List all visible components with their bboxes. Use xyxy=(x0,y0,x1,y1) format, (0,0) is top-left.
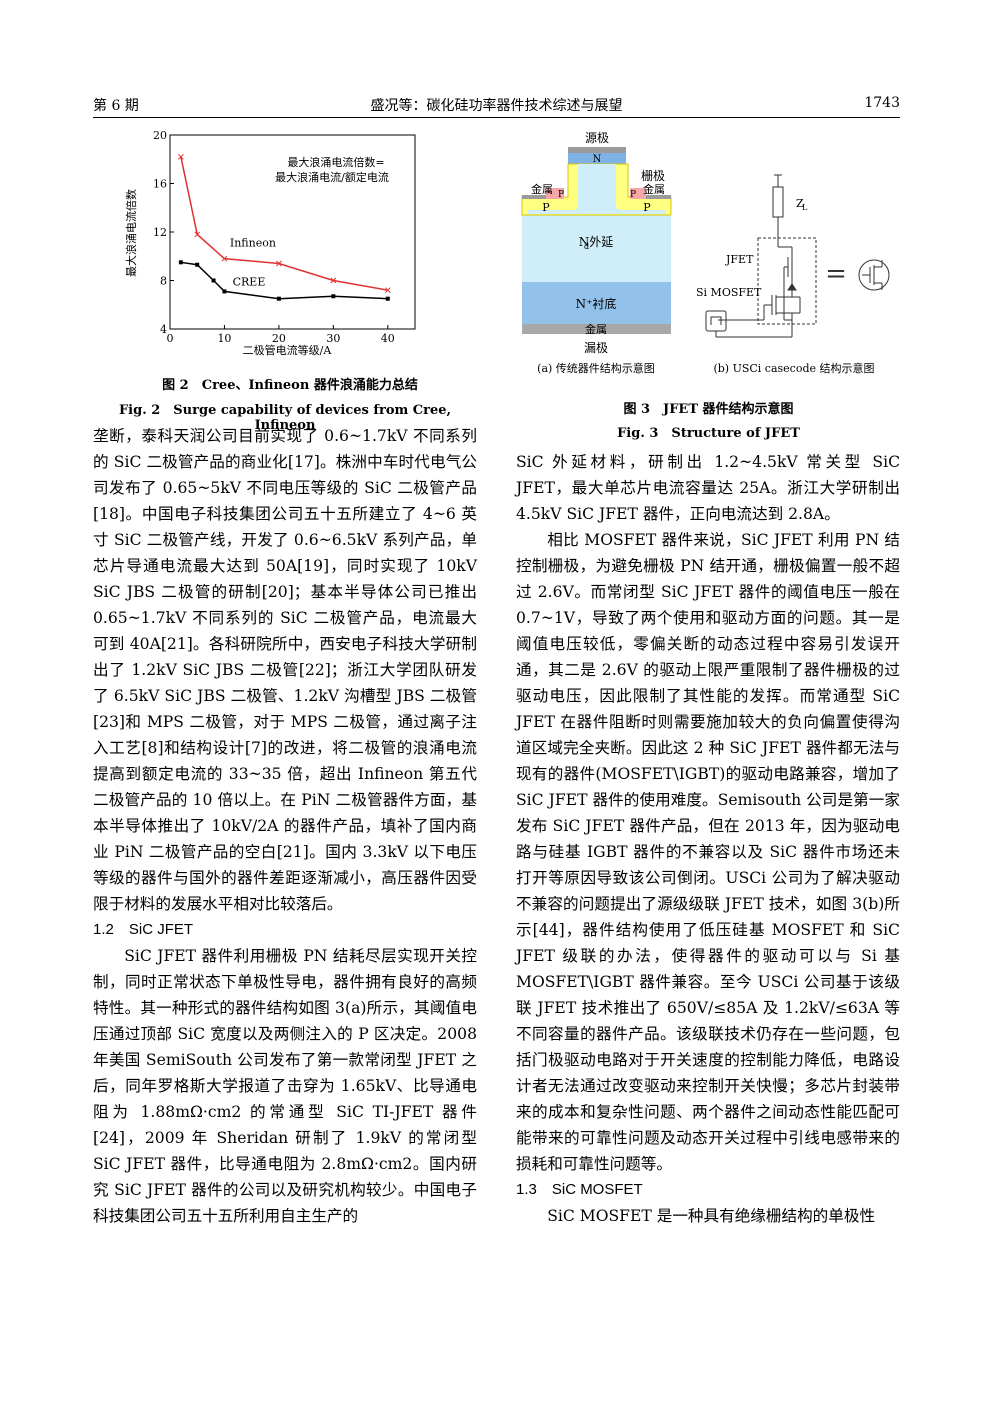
data-point xyxy=(194,231,201,238)
series-label-cree: CREE xyxy=(233,275,266,288)
series-label-infineon: Infineon xyxy=(230,237,276,250)
figure-3-caption-en: Fig. 3 Structure of JFET xyxy=(617,426,800,441)
epi-mesa xyxy=(528,164,666,214)
figure-2-chart: 最大浪涌电流倍数= 最大浪涌电流/额定电流 最大浪涌电流倍数 二极管电流等级/A… xyxy=(124,129,416,357)
data-point xyxy=(331,294,336,299)
chart-annotation-2: 最大浪涌电流/额定电流 xyxy=(275,170,389,184)
data-point xyxy=(221,255,228,262)
p-right-label: P xyxy=(643,201,651,214)
substrate-layer xyxy=(522,282,671,324)
gate-metal-left xyxy=(522,195,564,199)
data-point xyxy=(330,277,337,284)
p-small-left-label: P xyxy=(558,190,564,200)
jfet-cross-section: 源极 N 金属 金属 P P P P 栅极 N外延 d N⁺衬底 金属 漏极 (… xyxy=(521,131,672,375)
data-point xyxy=(276,296,281,301)
right-column: SiC 外延材料，研制出 1.2~4.5kV 常关型 SiC JFET，最大单芯… xyxy=(516,449,900,1229)
y-tick-label: 8 xyxy=(160,275,167,288)
figure-3-diagram: 源极 N 金属 金属 P P P P 栅极 N外延 d N⁺衬底 金属 漏极 (… xyxy=(521,131,890,375)
source-metal xyxy=(568,147,626,153)
figure-3b-label: (b) USCi casecode 结构示意图 xyxy=(713,361,874,375)
figure-3-caption-cn: 图 3 JFET 器件结构示意图 xyxy=(623,402,794,417)
paragraph: SiC 外延材料，研制出 1.2~4.5kV 常关型 SiC JFET，最大单芯… xyxy=(516,453,900,523)
issue-number: 第 6 期 xyxy=(93,98,139,114)
substrate-label: N⁺衬底 xyxy=(576,296,617,311)
data-point xyxy=(178,153,184,160)
equals-sign: = xyxy=(825,259,847,289)
jfet-label: JFET xyxy=(725,253,754,266)
paragraph: SiC MOSFET 是一种具有绝缘栅结构的单极性 xyxy=(547,1207,876,1225)
metal-right-label: 金属 xyxy=(643,182,665,196)
metal-left-label: 金属 xyxy=(531,182,553,196)
n-plus-source xyxy=(568,153,626,164)
p-left-label: P xyxy=(542,201,550,214)
x-tick-label: 40 xyxy=(381,332,395,345)
gate-metal-right xyxy=(630,195,671,199)
si-mosfet-label: Si MOSFET xyxy=(696,286,762,299)
cascode-circuit xyxy=(705,174,890,338)
metal-bottom-label: 金属 xyxy=(585,322,607,336)
n-label: N xyxy=(593,154,602,165)
gate-label: 栅极 xyxy=(641,168,665,183)
data-point xyxy=(222,289,227,294)
paragraph: 相比 MOSFET 器件来说，SiC JFET 利用 PN 结控制栅极，为避免栅… xyxy=(516,531,900,1173)
y-tick-label: 4 xyxy=(160,323,167,336)
figure-2-caption-en: Fig. 2 Surge capability of devices from … xyxy=(118,403,452,433)
x-axis-label: 二极管电流等级/A xyxy=(243,343,333,357)
figure-2-caption-cn: 图 2 Cree、Infineon 器件浪涌能力总结 xyxy=(162,378,418,393)
drain-label: 漏极 xyxy=(584,341,608,355)
source-label: 源极 xyxy=(585,131,609,145)
running-header: 第 6 期 盛况等：碳化硅功率器件技术综述与展望 1743 xyxy=(93,93,900,118)
data-point xyxy=(276,260,282,267)
series-line-infineon xyxy=(180,156,388,291)
p-small-right-label: P xyxy=(630,190,636,200)
epi-sub-label: d xyxy=(584,242,589,251)
drain-metal xyxy=(522,324,671,334)
left-column: 垄断，泰科天润公司目前实现了 0.6~1.7kV 不同系列的 SiC 二极管产品… xyxy=(93,423,477,1229)
x-tick-label: 30 xyxy=(326,332,340,345)
x-tick-label: 10 xyxy=(217,332,231,345)
figure-3a-label: (a) 传统器件结构示意图 xyxy=(537,361,655,375)
p-plus-right xyxy=(630,188,646,199)
x-tick-label: 0 xyxy=(167,332,174,345)
data-point xyxy=(384,287,391,294)
x-tick-label: 20 xyxy=(272,332,286,345)
zl-sub-label: L xyxy=(802,203,808,212)
epi-layer xyxy=(522,210,671,282)
running-title: 盛况等：碳化硅功率器件技术综述与展望 xyxy=(370,98,623,114)
epi-label: N外延 xyxy=(579,235,614,249)
data-point xyxy=(211,278,216,283)
chart-annotation-1: 最大浪涌电流倍数= xyxy=(287,155,384,169)
section-heading: 1.2 SiC JFET xyxy=(93,921,194,938)
zl-label: Z xyxy=(796,197,804,210)
paragraph: SiC JFET 器件利用栅极 PN 结耗尽层实现开关控制，同时正常状态下单极性… xyxy=(93,947,477,1225)
page-number: 1743 xyxy=(864,95,900,111)
data-point xyxy=(385,296,390,301)
y-tick-label: 16 xyxy=(153,178,167,191)
paragraph: 垄断，泰科天润公司目前实现了 0.6~1.7kV 不同系列的 SiC 二极管产品… xyxy=(93,427,477,913)
p-plus-left xyxy=(546,188,564,199)
y-tick-label: 12 xyxy=(153,226,167,239)
data-point xyxy=(195,262,200,267)
section-heading: 1.3 SiC MOSFET xyxy=(516,1181,643,1198)
y-tick-label: 20 xyxy=(153,129,167,142)
data-point xyxy=(178,260,183,265)
y-axis-label: 最大浪涌电流倍数 xyxy=(124,189,138,277)
